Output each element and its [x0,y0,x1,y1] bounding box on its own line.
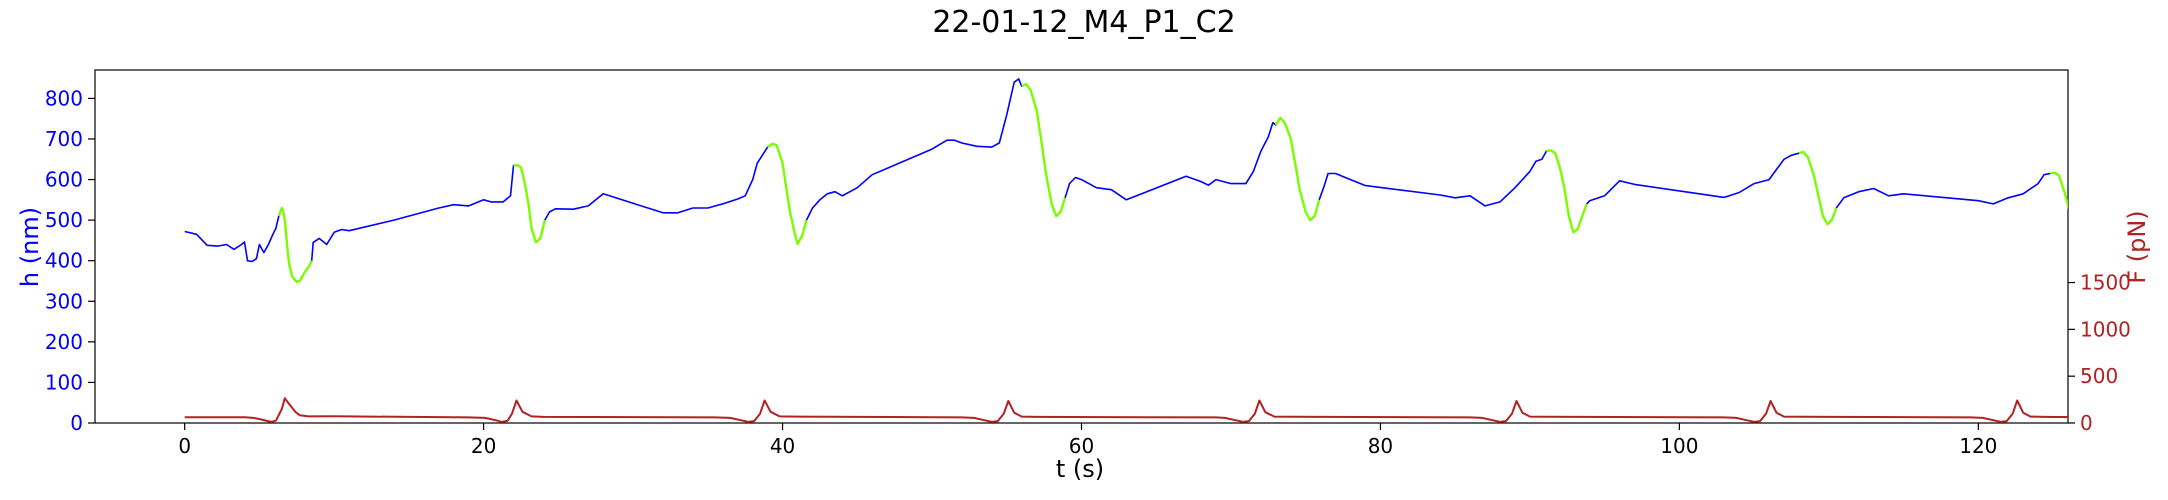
force-series-line [184,397,2068,423]
left-tick-label: 700 [45,127,83,151]
series-layer [184,78,2068,423]
x-tick-label: 40 [770,434,795,458]
height-highlight-segment [1798,150,1838,226]
right-tick-label: 1500 [2080,271,2131,295]
height-highlight-segment [1021,83,1067,218]
right-tick-label: 1000 [2080,317,2131,341]
left-y-axis-label: h (nm) [16,207,44,287]
left-tick-label: 800 [45,86,83,110]
series-group [184,78,2068,423]
height-highlight-segment [1546,149,1588,234]
plot-frame [94,69,2069,424]
left-tick-label: 500 [45,208,83,232]
right-y-axis-label: F (pN) [2123,210,2151,283]
x-tick-label: 0 [178,434,191,458]
left-tick-label: 100 [45,370,83,394]
height-highlight-segment [2049,171,2068,210]
height-highlight-segment [1274,116,1321,222]
left-tick-label: 600 [45,168,83,192]
left-tick-label: 300 [45,289,83,313]
height-series-line [184,78,2068,283]
x-tick-label: 20 [471,434,496,458]
left-tick-label: 0 [70,411,83,435]
right-y-axis: 0 500 1000 1500 [2068,271,2131,435]
x-tick-label: 100 [1660,434,1698,458]
x-axis-label: t (s) [1056,455,1104,483]
right-tick-label: 0 [2080,411,2093,435]
left-tick-label: 400 [45,249,83,273]
chart-title: 22-01-12_M4_P1_C2 [932,5,1235,40]
x-tick-label: 120 [1959,434,1997,458]
height-highlight-segment [766,142,808,245]
left-tick-label: 200 [45,330,83,354]
height-highlight-segment [513,164,547,244]
x-tick-label: 60 [1069,434,1094,458]
left-y-axis: 0 100 200 300 400 500 600 700 800 [45,86,95,435]
x-axis: 0 20 40 60 80 100 120 [178,423,1997,458]
height-highlight-segment [277,206,313,283]
x-tick-label: 80 [1368,434,1393,458]
right-tick-label: 500 [2080,364,2118,388]
